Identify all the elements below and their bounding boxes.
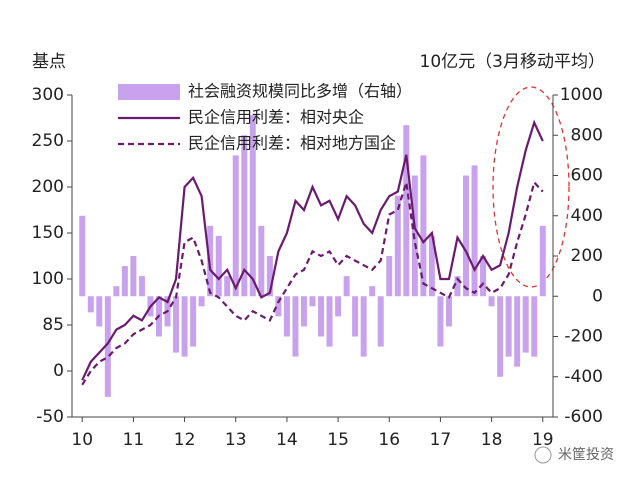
bar: [292, 296, 299, 357]
bar: [360, 296, 367, 357]
y2-tick-label: 600: [571, 166, 603, 186]
y2-tick-label: 800: [571, 125, 603, 145]
y-tick-label: 250: [32, 131, 64, 151]
bar: [113, 286, 120, 297]
bar: [335, 296, 342, 317]
bar: [377, 296, 384, 347]
bar: [497, 296, 504, 377]
x-tick-label: 16: [378, 430, 400, 450]
bar: [300, 296, 307, 327]
y-axis-label: 基点: [32, 52, 66, 72]
x-tick-label: 12: [174, 430, 196, 450]
bar: [121, 266, 128, 297]
x-tick-label: 11: [123, 430, 145, 450]
bar: [318, 296, 325, 337]
bar: [454, 276, 461, 297]
bar: [394, 195, 401, 297]
bar: [514, 296, 521, 367]
y-tick-label: -50: [36, 407, 64, 427]
bar: [249, 115, 256, 297]
bar: [190, 296, 197, 347]
bar: [130, 256, 137, 297]
bar: [539, 225, 546, 297]
bar: [283, 296, 290, 337]
bar: [437, 296, 444, 347]
bar: [463, 175, 470, 297]
bar: [326, 296, 333, 347]
bar: [96, 296, 103, 327]
bar: [215, 235, 222, 297]
bar: [173, 296, 180, 353]
x-tick-label: 14: [276, 430, 298, 450]
x-tick-label: 19: [532, 430, 554, 450]
bar: [104, 296, 111, 397]
y2-tick-label: 400: [571, 206, 603, 226]
bar: [505, 296, 512, 357]
watermark-icon: [534, 446, 552, 464]
y2-tick-label: 200: [571, 246, 603, 266]
bar: [198, 296, 205, 307]
y-tick-label: 300: [32, 85, 64, 105]
y2-axis-label: 10亿元（3月移动平均）: [420, 52, 605, 72]
bar: [224, 276, 231, 297]
bar: [531, 296, 538, 357]
legend-label: 社会融资规模同比多增（右轴）: [188, 82, 412, 101]
bar: [79, 215, 86, 297]
legend-label: 民企信用利差：相对地方国企: [188, 134, 396, 153]
bar: [522, 296, 529, 353]
y2-tick-label: -200: [564, 327, 603, 347]
bar: [480, 256, 487, 297]
bar: [352, 296, 359, 337]
bar: [403, 125, 410, 297]
x-tick-label: 15: [327, 430, 349, 450]
bar: [369, 286, 376, 297]
bar: [488, 296, 495, 307]
bar: [428, 235, 435, 297]
x-tick-label: 18: [481, 430, 503, 450]
line: [81, 119, 544, 381]
legend-swatch: [118, 84, 180, 100]
x-tick-label: 13: [225, 430, 247, 450]
y-tick-label: 85: [42, 315, 64, 335]
bar: [309, 296, 316, 307]
y2-tick-label: 1000: [560, 85, 603, 105]
bar: [343, 276, 350, 297]
x-tick-label: 10: [71, 430, 93, 450]
bar: [445, 296, 452, 327]
bar: [386, 256, 393, 297]
y-tick-label: 200: [32, 177, 64, 197]
y-tick-label: 0: [53, 361, 64, 381]
bar: [241, 135, 248, 297]
y-tick-label: 100: [32, 269, 64, 289]
bar: [232, 155, 239, 297]
y2-tick-label: 0: [592, 286, 603, 306]
bar: [420, 155, 427, 297]
bar: [258, 225, 265, 297]
y2-tick-label: -400: [564, 367, 603, 387]
bar: [471, 165, 478, 297]
y-tick-label: 150: [32, 223, 64, 243]
x-tick-label: 17: [430, 430, 452, 450]
line: [81, 180, 544, 386]
legend-label: 民企信用利差：相对央企: [188, 108, 364, 127]
highlight-ellipse: [492, 86, 570, 288]
bar: [138, 276, 145, 297]
bar: [181, 296, 188, 357]
bar: [87, 296, 94, 313]
bar: [275, 296, 282, 317]
watermark: 米筐投资: [558, 446, 614, 463]
bar: [266, 256, 273, 297]
y2-tick-label: -600: [564, 407, 603, 427]
